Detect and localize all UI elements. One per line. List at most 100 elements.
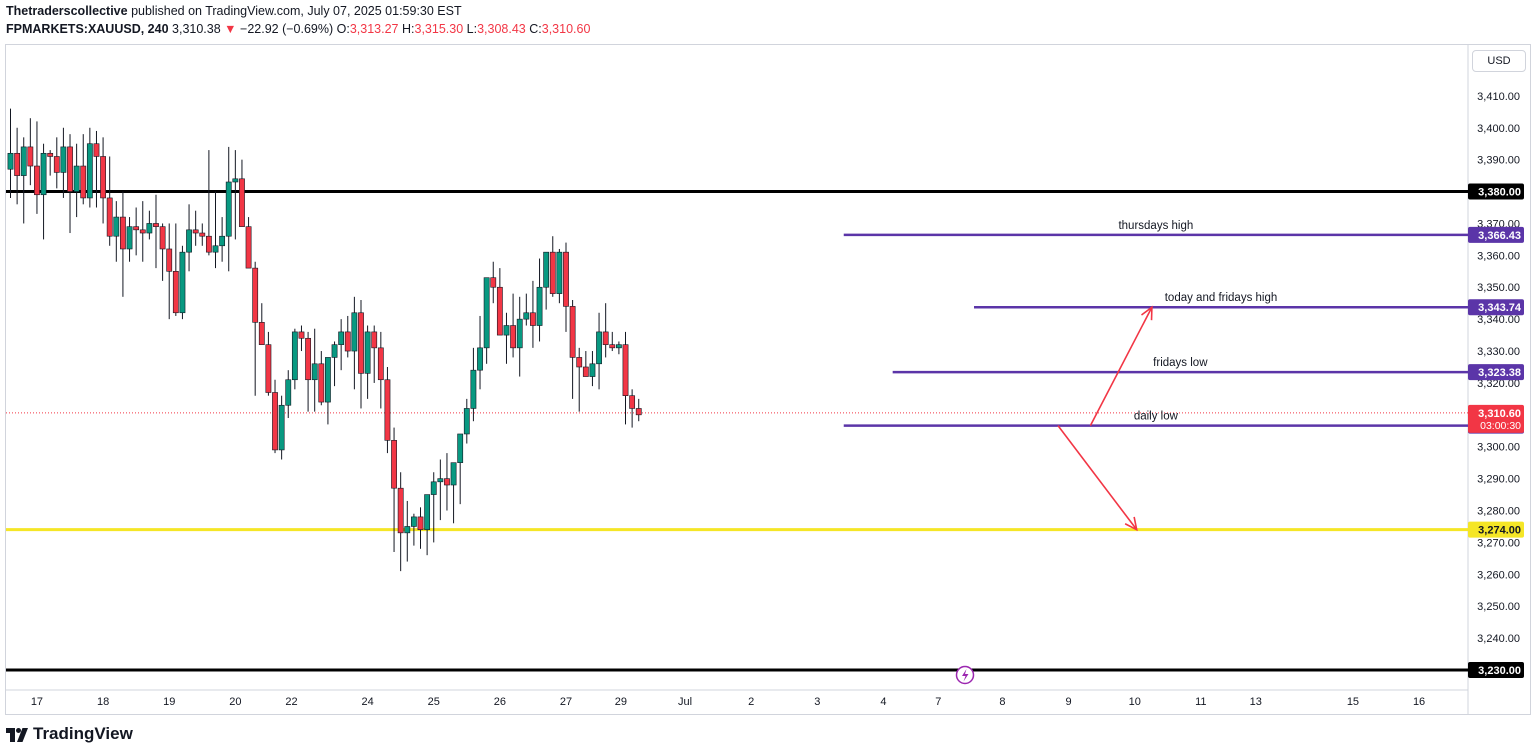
candle[interactable] (60, 127, 67, 198)
candle[interactable] (397, 472, 404, 572)
tradingview-footer[interactable]: TradingView (6, 724, 133, 744)
candle[interactable] (67, 134, 73, 234)
level-price-tag[interactable]: 3,366.43 (1468, 226, 1524, 243)
candle[interactable] (576, 347, 583, 412)
candle[interactable] (40, 143, 47, 240)
candle[interactable] (325, 357, 331, 425)
candle[interactable] (179, 245, 186, 320)
candle[interactable] (298, 325, 305, 352)
candle[interactable] (252, 261, 259, 396)
candle[interactable] (523, 293, 530, 326)
candle[interactable] (53, 137, 60, 189)
candle[interactable] (391, 427, 397, 552)
candle[interactable] (153, 194, 159, 269)
symbol-label[interactable]: FPMARKETS:XAUUSD, 240 (6, 22, 169, 36)
candle[interactable] (331, 341, 338, 387)
candle[interactable] (338, 319, 345, 371)
candle[interactable] (463, 398, 470, 444)
candle[interactable] (20, 137, 27, 224)
candle[interactable] (470, 347, 477, 422)
candle[interactable] (113, 201, 120, 262)
candle[interactable] (225, 146, 232, 272)
lightning-icon[interactable] (955, 665, 975, 685)
candle[interactable] (159, 223, 166, 281)
candle[interactable] (596, 312, 602, 390)
candle[interactable] (344, 315, 351, 358)
candle[interactable] (371, 325, 378, 383)
candle[interactable] (133, 207, 140, 256)
candle[interactable] (556, 248, 563, 304)
candle[interactable] (602, 303, 609, 358)
time-axis[interactable]: 17 18 19 20 22 24 25 26 27 29 Jul 2 3 4 7 8 9 10 11 13 15 16 (31, 696, 1425, 708)
candle[interactable] (272, 379, 278, 454)
candle[interactable] (205, 150, 212, 256)
candle[interactable] (424, 494, 431, 556)
author-name[interactable]: Thetraderscollective (6, 4, 128, 18)
candle[interactable] (239, 159, 245, 227)
candle[interactable] (503, 312, 510, 364)
candle[interactable] (351, 296, 358, 390)
candle[interactable] (496, 268, 503, 336)
candle[interactable] (364, 325, 371, 399)
candle[interactable] (212, 191, 219, 269)
candle[interactable] (490, 261, 497, 304)
candle[interactable] (126, 217, 133, 262)
candle[interactable] (80, 134, 87, 205)
candle[interactable] (437, 459, 444, 521)
candle[interactable] (285, 370, 292, 419)
candle[interactable] (86, 127, 93, 208)
candle[interactable] (629, 389, 636, 428)
candle[interactable] (232, 150, 239, 240)
projection-arrow[interactable] (1057, 425, 1138, 532)
candle[interactable] (510, 293, 516, 358)
candle[interactable] (430, 472, 437, 543)
candle[interactable] (569, 300, 576, 399)
candle[interactable] (192, 210, 199, 246)
candle[interactable] (615, 341, 622, 355)
candle[interactable] (93, 130, 100, 208)
candle[interactable] (318, 351, 325, 406)
candle[interactable] (47, 150, 54, 176)
level-price-tag[interactable]: 3,380.00 (1468, 183, 1524, 200)
candle[interactable] (444, 453, 450, 511)
candle[interactable] (483, 277, 490, 364)
candle[interactable] (34, 121, 40, 214)
candle[interactable] (291, 328, 298, 390)
candle[interactable] (106, 156, 113, 246)
candle[interactable] (245, 217, 252, 269)
candle[interactable] (530, 280, 536, 348)
candle[interactable] (172, 223, 179, 316)
candle[interactable] (27, 118, 34, 186)
candle[interactable] (14, 127, 21, 205)
candle[interactable] (73, 143, 80, 218)
candle[interactable] (635, 398, 642, 422)
candle[interactable] (404, 500, 411, 562)
candle[interactable] (563, 242, 569, 332)
candle[interactable] (477, 315, 483, 390)
candle[interactable] (305, 331, 311, 412)
level-price-tag[interactable]: 3,343.74 (1468, 299, 1524, 316)
candle[interactable] (199, 223, 206, 246)
level-price-tag[interactable]: 3,274.00 (1468, 521, 1524, 538)
candle[interactable] (120, 191, 126, 297)
candle[interactable] (410, 513, 417, 546)
candle[interactable] (278, 395, 285, 460)
candle[interactable] (622, 331, 629, 425)
candle[interactable] (582, 351, 589, 377)
candle[interactable] (7, 108, 14, 198)
candle[interactable] (100, 137, 106, 224)
candle[interactable] (417, 507, 424, 549)
projection-arrow[interactable] (1089, 305, 1153, 426)
level-price-tag[interactable]: 3,323.38 (1468, 364, 1524, 381)
candle[interactable] (265, 331, 272, 396)
candle[interactable] (186, 204, 192, 272)
candle[interactable] (549, 236, 556, 297)
candle[interactable] (377, 331, 384, 409)
candle[interactable] (358, 300, 364, 409)
candle[interactable] (609, 331, 616, 352)
candle[interactable] (219, 217, 226, 262)
candle[interactable] (311, 328, 318, 412)
currency-button[interactable]: USD (1472, 50, 1526, 72)
